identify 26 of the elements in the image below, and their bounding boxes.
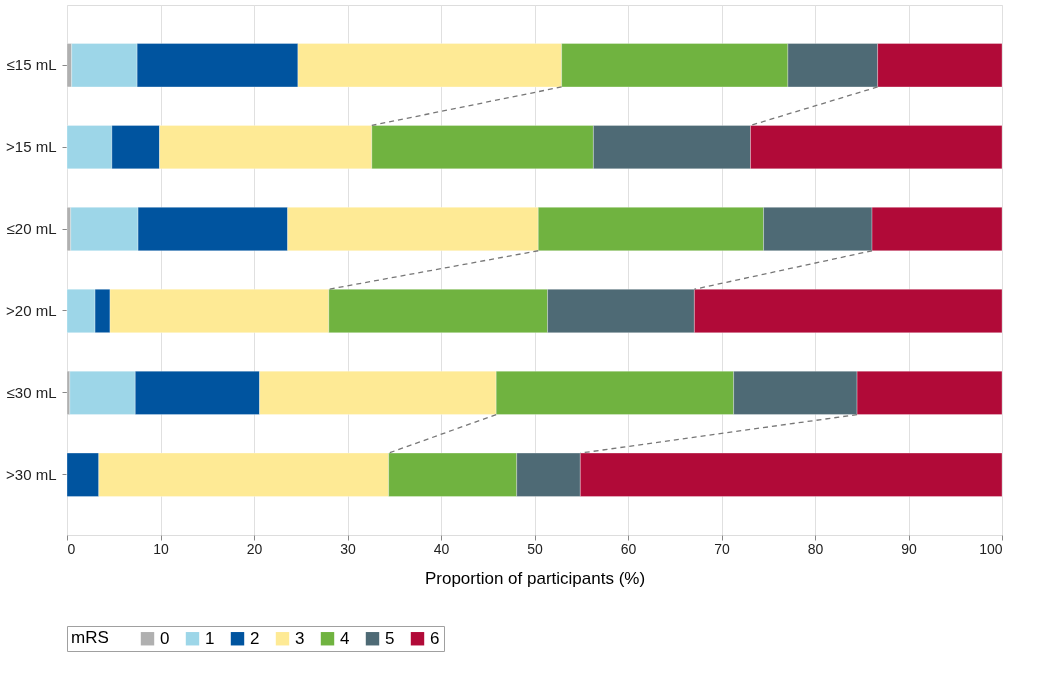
x-tick-label: 60 (620, 540, 637, 557)
legend-title: mRS (71, 628, 109, 647)
legend-label: 1 (205, 628, 215, 648)
y-tick-label: ≤20 mL (6, 220, 57, 238)
x-tick-label: 10 (153, 540, 169, 557)
x-tick-label: 70 (714, 540, 730, 557)
x-tick-label: 20 (246, 540, 263, 557)
legend-label: 5 (385, 628, 395, 648)
x-axis-title: Proportion of participants (%) (424, 568, 646, 588)
x-tick-label: 40 (433, 540, 450, 557)
legend-label: 2 (250, 628, 260, 648)
y-tick-label: ≤15 mL (6, 56, 57, 74)
x-tick-label: 50 (527, 540, 543, 557)
x-tick-label: 90 (901, 540, 917, 557)
legend-label: 3 (295, 628, 305, 648)
legend-label: 0 (160, 628, 170, 648)
y-tick-label: >30 mL (6, 465, 57, 483)
legend-label: 4 (340, 628, 350, 648)
x-tick-label: 100 (979, 540, 1003, 557)
x-tick-label: 0 (67, 540, 76, 557)
y-tick-label: >15 mL (6, 138, 57, 156)
x-tick-label: 80 (807, 540, 824, 557)
y-tick-label: >20 mL (6, 301, 57, 319)
x-tick-label: 30 (340, 540, 356, 557)
y-tick-label: ≤30 mL (6, 383, 57, 401)
legend-label: 6 (430, 628, 440, 648)
